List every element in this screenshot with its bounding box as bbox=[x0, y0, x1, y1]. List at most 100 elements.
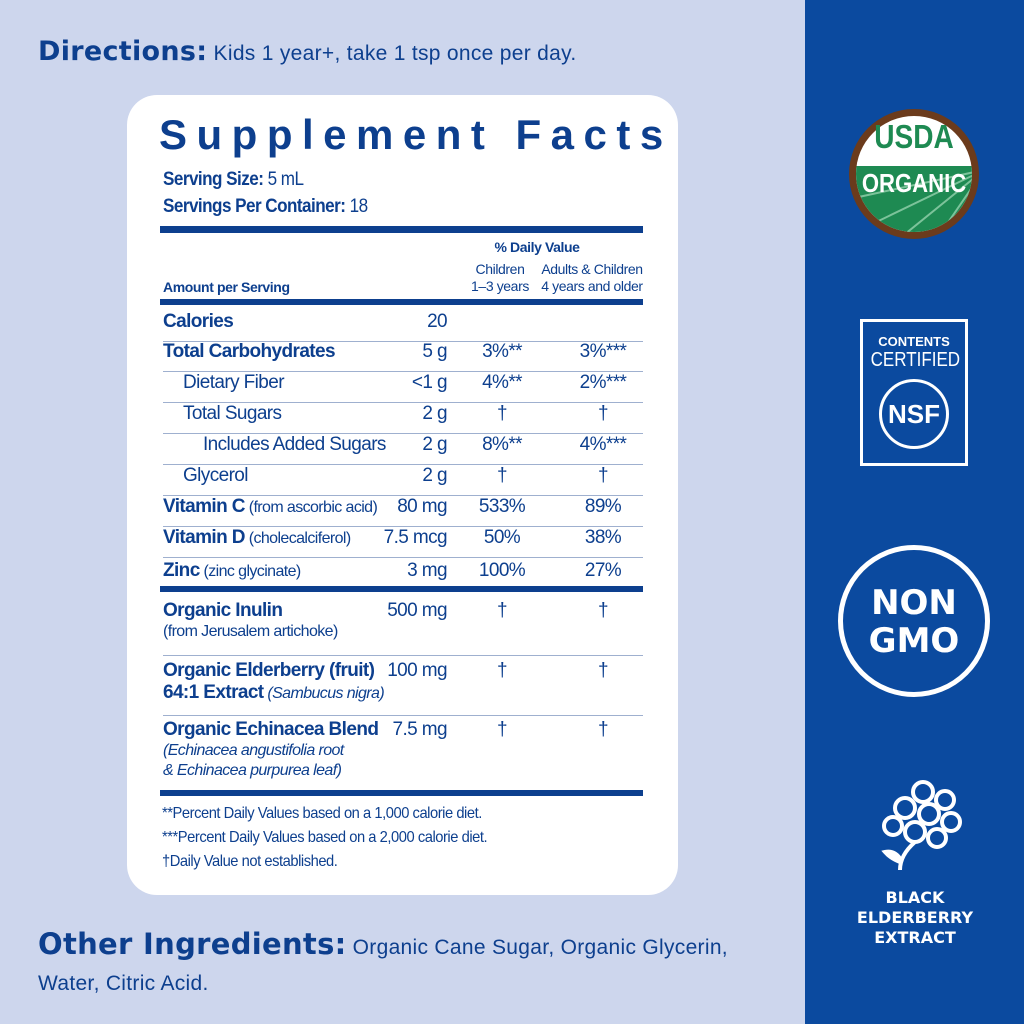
dv-adults: † bbox=[598, 465, 609, 486]
botanical-source-2: & Echinacea purpurea leaf) bbox=[163, 762, 342, 779]
botanical-amount: 7.5 mg bbox=[392, 719, 448, 740]
nutrient-name-text: Includes Added Sugars bbox=[203, 434, 386, 455]
botanical-amount: 500 mg bbox=[387, 600, 447, 621]
dv-children: † bbox=[497, 600, 508, 621]
dv-adults: 38% bbox=[584, 527, 622, 548]
nutrient-name-text: Vitamin C bbox=[163, 496, 245, 517]
dv-children: 533% bbox=[478, 496, 526, 517]
serving-size-value: 5 mL bbox=[263, 169, 304, 190]
nutrient-amount: 3 mg bbox=[407, 560, 447, 581]
nutrient-name-text: Dietary Fiber bbox=[183, 372, 285, 393]
directions-label: Directions: bbox=[38, 36, 208, 67]
nutrient-row: Zinc (zinc glycinate) 3 mg 100% 27% bbox=[163, 560, 643, 588]
nutrient-name: Calories bbox=[163, 311, 234, 333]
servings-per-container: Servings Per Container: 18 bbox=[163, 196, 368, 218]
servings-value: 18 bbox=[345, 196, 368, 217]
dv-children: † bbox=[497, 403, 508, 424]
botanical-source: (from Jerusalem artichoke) bbox=[163, 623, 338, 640]
extract-text: EXTRACT bbox=[874, 928, 956, 947]
amount-per-serving: Amount per Serving bbox=[163, 279, 290, 295]
dv-adults: † bbox=[598, 719, 609, 740]
botanical-name: Organic Echinacea Blend (Echinacea angust… bbox=[163, 719, 379, 781]
serving-size-label: Serving Size: bbox=[163, 169, 264, 190]
dv-adults: 89% bbox=[584, 496, 622, 517]
nutrient-name-text: Calories bbox=[163, 311, 234, 332]
nutrient-name: Glycerol bbox=[183, 465, 248, 487]
nutrient-name: Zinc (zinc glycinate) bbox=[163, 560, 301, 583]
dv-children: 8%** bbox=[482, 434, 522, 455]
col-children-sub: 1–3 years bbox=[471, 278, 529, 294]
nutrient-amount: <1 g bbox=[411, 372, 448, 393]
daily-value-header: % Daily Value bbox=[494, 239, 580, 255]
nutrient-row: Dietary Fiber <1 g 4%** 2%*** bbox=[163, 372, 643, 403]
nutrient-name-text: Total Sugars bbox=[183, 403, 282, 424]
dv-children: † bbox=[497, 719, 508, 740]
nutrient-name: Total Sugars bbox=[183, 403, 282, 425]
directions-text: Kids 1 year+, take 1 tsp once per day. bbox=[207, 42, 577, 65]
usda-seal-icon bbox=[849, 109, 979, 239]
other-ingredients-text: Organic Cane Sugar, Organic Glycerin, Wa… bbox=[38, 936, 728, 995]
botanical-name-text-2: 64:1 Extract bbox=[163, 682, 264, 703]
nutrient-amount: 2 g bbox=[422, 434, 447, 455]
nsf-certified-badge: CONTENTS CERTIFIED NSF bbox=[860, 319, 968, 466]
nutrient-amount: 20 bbox=[427, 311, 448, 332]
nutrient-name-text: Vitamin D bbox=[163, 527, 245, 548]
nutrient-row: Vitamin C (from ascorbic acid) 80 mg 533% 8… bbox=[163, 496, 643, 527]
botanical-name: Organic Elderberry (fruit) 64:1 Extract (… bbox=[163, 660, 385, 705]
col-children-label: Children bbox=[475, 261, 525, 277]
col-children: Children 1–3 years bbox=[465, 261, 535, 295]
nutrient-row: Calories 20 bbox=[163, 311, 643, 342]
nutrient-amount: 5 g bbox=[422, 341, 447, 362]
other-ingredients-label: Other Ingredients: bbox=[38, 927, 347, 961]
other-ingredients: Other Ingredients: Organic Cane Sugar, O… bbox=[38, 926, 778, 1002]
black-text: BLACK bbox=[885, 888, 945, 907]
dv-adults: 4%*** bbox=[579, 434, 627, 455]
nutrient-name: Vitamin D (cholecalciferol) bbox=[163, 527, 351, 550]
nutrient-row: Includes Added Sugars 2 g 8%** 4%*** bbox=[163, 434, 643, 465]
nutrient-name-text: Total Carbohydrates bbox=[163, 341, 336, 362]
dv-adults: 3%*** bbox=[579, 341, 627, 362]
dv-children: † bbox=[497, 465, 508, 486]
facts-title: Supplement Facts bbox=[159, 111, 673, 158]
dv-adults: † bbox=[598, 600, 609, 621]
nutrient-name: Vitamin C (from ascorbic acid) bbox=[163, 496, 378, 519]
dv-children: 4%** bbox=[482, 372, 522, 393]
servings-label: Servings Per Container: bbox=[163, 196, 346, 217]
organic-text: ORGANIC bbox=[861, 168, 967, 198]
botanical-name-text: Organic Elderberry (fruit) bbox=[163, 660, 375, 681]
non-gmo-badge: NON GMO bbox=[838, 545, 990, 697]
botanical-name: Organic Inulin (from Jerusalem artichoke) bbox=[163, 600, 338, 642]
nutrient-amount: 80 mg bbox=[397, 496, 447, 517]
botanical-row: Organic Echinacea Blend (Echinacea angust… bbox=[163, 719, 643, 789]
nsf-certified-text: CERTIFIED bbox=[870, 349, 961, 371]
footnote: ***Percent Daily Values based on a 2,000… bbox=[162, 829, 488, 846]
nutrient-row: Total Carbohydrates 5 g 3%** 3%*** bbox=[163, 341, 643, 372]
elderberry-icon bbox=[881, 780, 962, 871]
nutrient-amount: 2 g bbox=[422, 465, 447, 486]
botanical-name-line2: 64:1 Extract (Sambucus nigra) bbox=[163, 682, 385, 705]
nutrient-source-note: (zinc glycinate) bbox=[199, 563, 302, 580]
usda-organic-seal: USDA ORGANIC bbox=[834, 108, 994, 241]
divider-thick bbox=[160, 226, 643, 233]
botanical-name-text: Organic Inulin bbox=[163, 600, 283, 621]
nutrient-row: Glycerol 2 g † † bbox=[163, 465, 643, 496]
botanical-latin: (Sambucus nigra) bbox=[263, 685, 385, 702]
botanical-row: Organic Elderberry (fruit) 64:1 Extract (… bbox=[163, 660, 643, 716]
nutrient-source-note: (cholecalciferol) bbox=[244, 530, 351, 547]
dv-children: 3%** bbox=[482, 341, 522, 362]
nsf-logo-icon: NSF bbox=[879, 379, 949, 449]
nutrient-amount: 2 g bbox=[422, 403, 447, 424]
nutrient-amount: 7.5 mcg bbox=[383, 527, 448, 548]
nutrient-name: Includes Added Sugars bbox=[203, 434, 386, 456]
divider-thick bbox=[160, 586, 643, 592]
footnote: **Percent Daily Values based on a 1,000 … bbox=[162, 805, 482, 822]
serving-size: Serving Size: 5 mL bbox=[163, 169, 304, 191]
dv-adults: † bbox=[598, 403, 609, 424]
nutrient-row: Vitamin D (cholecalciferol) 7.5 mcg 50% 38% bbox=[163, 527, 643, 558]
botanical-amount: 100 mg bbox=[387, 660, 447, 681]
divider-thick bbox=[160, 790, 643, 796]
nutrient-source-note: (from ascorbic acid) bbox=[244, 499, 378, 516]
elderberry-text: ELDERBERRY bbox=[856, 908, 974, 927]
nutrient-name-text: Glycerol bbox=[183, 465, 248, 486]
dv-adults: † bbox=[598, 660, 609, 681]
